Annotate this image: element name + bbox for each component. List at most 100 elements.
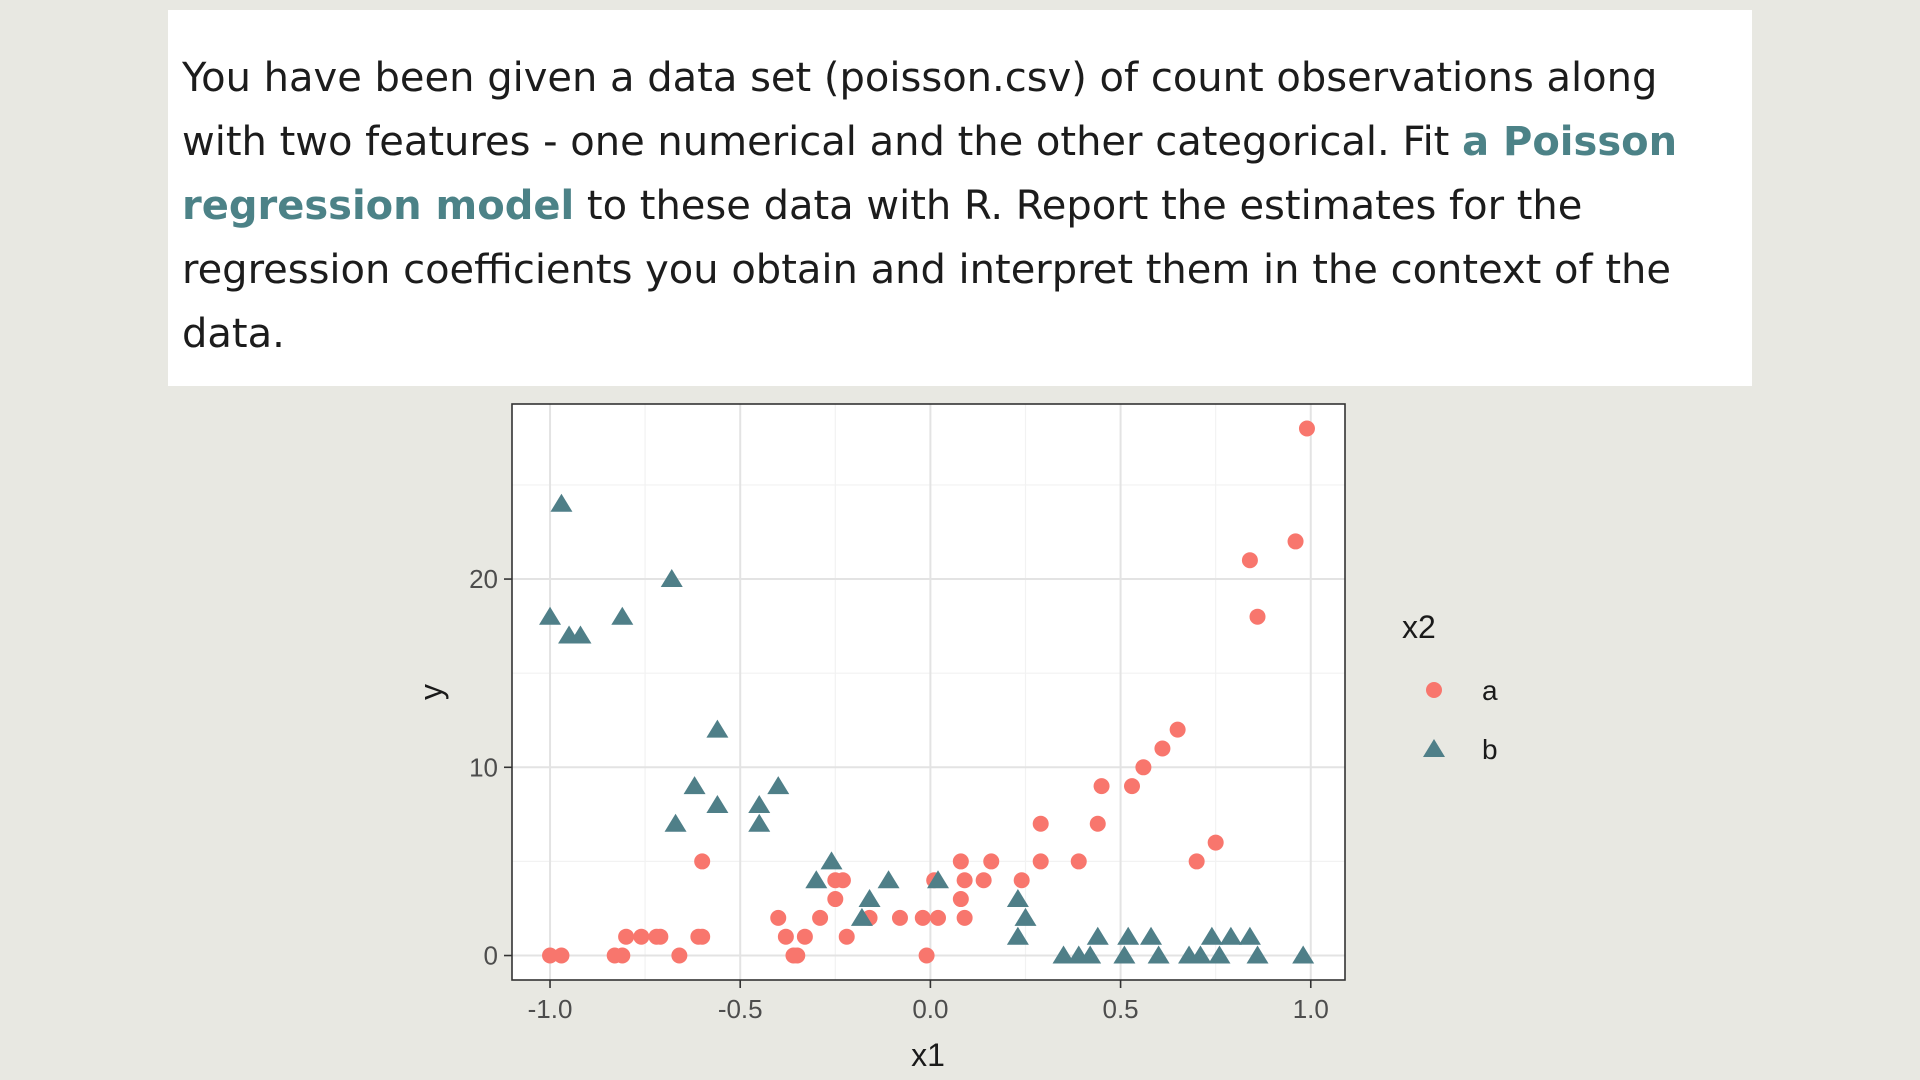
point-a [542,947,559,964]
y-tick-label: 0 [484,941,498,971]
point-a [1169,721,1186,738]
point-b [1238,926,1261,945]
point-b [550,493,573,512]
point-b [664,813,687,832]
point-a [1032,853,1049,870]
point-b [850,907,873,926]
point-a [983,853,1000,870]
point-a [1287,533,1304,550]
point-a [1093,778,1110,795]
point-a [827,891,844,908]
point-b [1246,945,1269,964]
point-b [858,889,881,908]
point-a [1154,740,1171,757]
question-text-after: to these data with R. Report the estimat… [182,183,1671,357]
plot-panel [512,404,1345,980]
point-a [956,872,973,889]
point-b [1140,926,1163,945]
point-a [956,909,973,926]
question-text: You have been given a data set (poisson.… [182,46,1740,366]
point-b [1219,926,1242,945]
point-a [1241,552,1258,569]
point-b [539,606,562,625]
point-b [1086,926,1109,945]
point-a [891,909,908,926]
point-a [975,872,992,889]
point-a [952,891,969,908]
legend-label-a: a [1482,675,1498,706]
poisson-regression-link[interactable]: a Poisson regression model [182,119,1678,229]
x-axis-title: x1 [911,1037,945,1073]
point-b [1006,926,1029,945]
point-a [1207,834,1224,851]
x-tick-label: -1.0 [528,994,573,1024]
point-b [877,870,900,889]
point-a [1135,759,1152,776]
x-tick-label: 0.5 [1103,994,1139,1024]
point-a [694,928,711,945]
point-b [1079,945,1102,964]
point-a [838,928,855,945]
point-b [1052,945,1075,964]
legend-key-b [1423,739,1445,757]
x-tick-label: -0.5 [718,994,763,1024]
point-a [952,853,969,870]
point-b [1006,889,1029,908]
point-a [918,947,935,964]
point-b [1113,945,1136,964]
axes: -1.0 -0.5 0.0 0.5 1.0 0 10 20 [469,564,1329,1024]
point-b [748,813,771,832]
point-b [1147,945,1170,964]
point-a [614,947,631,964]
y-tick-label: 10 [469,752,498,782]
point-a [1013,872,1030,889]
point-a [1188,853,1205,870]
point-a [770,909,787,926]
point-b [660,569,683,588]
point-b [706,794,729,813]
plot-panel-border [511,403,1346,981]
point-a [633,928,650,945]
point-b [1014,907,1037,926]
point-a [812,909,829,926]
point-b [805,870,828,889]
point-a [618,928,635,945]
point-b [820,851,843,870]
x-tick-label: 0.0 [912,994,948,1024]
point-a [914,909,931,926]
legend-title: x2 [1402,609,1436,645]
point-a [1123,778,1140,795]
point-b [927,870,950,889]
point-a [553,947,570,964]
y-axis-title: y [413,684,449,700]
point-b [683,776,706,795]
point-b [1208,945,1231,964]
point-a [694,853,711,870]
point-a [671,947,688,964]
point-a [1032,815,1049,832]
data-points [539,420,1315,964]
point-b [1189,945,1212,964]
point-b [1292,945,1315,964]
point-a [796,928,813,945]
point-a [652,928,669,945]
y-tick-label: 20 [469,564,498,594]
point-b [1117,926,1140,945]
point-b [569,625,592,644]
legend: x2 ab [1402,609,1498,765]
legend-label-b: b [1482,734,1498,765]
point-b [748,794,771,813]
legend-key-a [1426,682,1442,698]
point-a [834,872,851,889]
point-a [1249,608,1266,625]
point-b [611,606,634,625]
x-tick-label: 1.0 [1293,994,1329,1024]
point-a [789,947,806,964]
question-text-before: You have been given a data set (poisson.… [182,55,1658,165]
question-card: You have been given a data set (poisson.… [168,10,1752,386]
point-b [706,719,729,738]
point-b [767,776,790,795]
point-a [930,909,947,926]
point-a [1089,815,1106,832]
